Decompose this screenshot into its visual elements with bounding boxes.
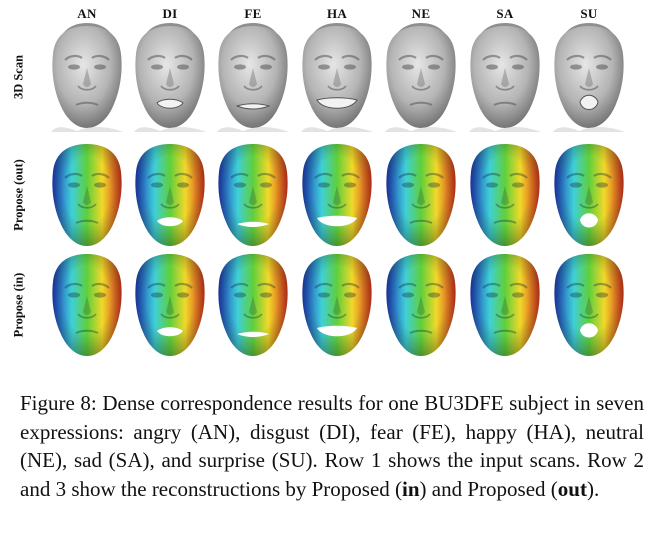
face-color-ha <box>302 144 372 246</box>
caption-text-3: ). <box>586 476 600 501</box>
row-label-2: Propose (out) <box>11 159 26 231</box>
column-label-an: AN <box>77 6 97 21</box>
figure-8: AN DI FE HA NE SA SU 3D Scan Propose (out) Propo… <box>11 6 625 356</box>
face-color-di <box>135 254 205 356</box>
row-label-1: 3D Scan <box>11 54 26 100</box>
face-color-an <box>52 144 122 246</box>
caption-bold-out: out <box>557 476 587 501</box>
face-color-di <box>135 144 205 246</box>
face-scan-ne <box>385 23 457 132</box>
face-color-fe <box>218 144 288 246</box>
face-color-an <box>52 254 122 356</box>
face-color-fe <box>218 254 288 356</box>
face-color-ne <box>386 254 456 356</box>
face-color-ha <box>302 254 372 356</box>
face-scan-su <box>553 23 625 132</box>
figure-caption: Figure 8: Dense correspondence results f… <box>20 389 644 503</box>
face-color-su <box>554 144 624 246</box>
column-label-ha: HA <box>326 6 348 21</box>
caption-bold-in: in <box>402 476 420 501</box>
column-label-ne: NE <box>411 6 431 21</box>
face-color-sa <box>470 144 540 246</box>
face-color-su <box>554 254 624 356</box>
caption-text-2: ) and Proposed ( <box>419 476 558 501</box>
face-color-ne <box>386 144 456 246</box>
column-label-sa: SA <box>496 6 514 21</box>
face-scan-fe <box>217 23 289 132</box>
face-scan-an <box>51 23 123 132</box>
caption-text-1: Figure 8: Dense correspondence results f… <box>20 391 644 501</box>
face-scan-ha <box>301 23 373 132</box>
column-label-fe: FE <box>244 6 262 21</box>
column-label-su: SU <box>580 6 598 21</box>
column-label-di: DI <box>162 6 178 21</box>
face-scan-di <box>134 23 206 132</box>
row-label-3: Propose (in) <box>11 272 26 338</box>
face-color-sa <box>470 254 540 356</box>
face-scan-sa <box>469 23 541 132</box>
